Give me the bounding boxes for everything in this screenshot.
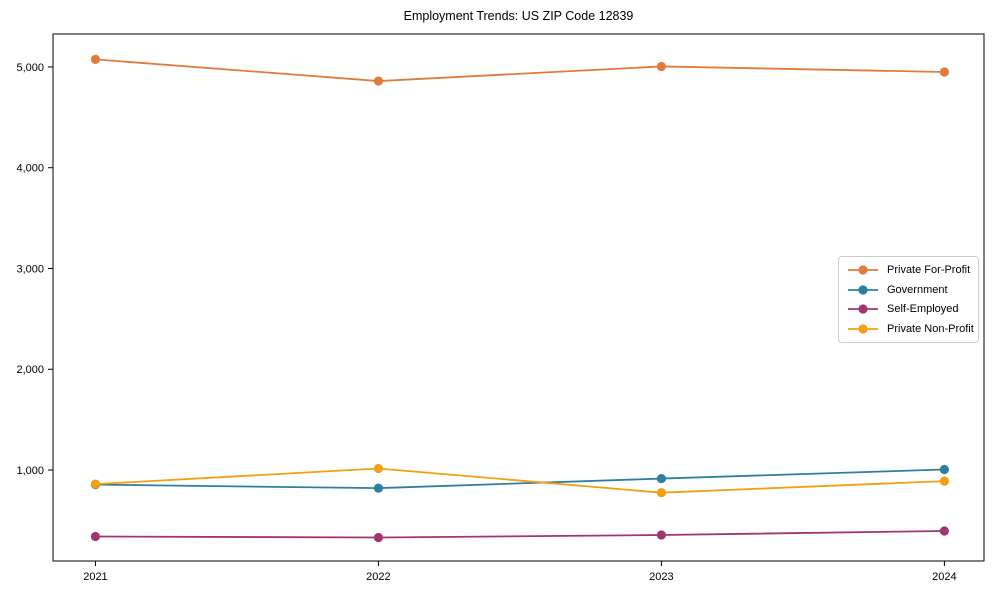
data-point-government-2023: [656, 473, 667, 484]
data-point-self-employed-2023: [656, 530, 667, 540]
data-point-self-employed-2022: [373, 532, 384, 543]
legend-swatch-self-employed: [848, 304, 878, 314]
y-tick-label: 5,000: [16, 62, 44, 74]
legend-swatch-private-non-profit: [848, 324, 878, 334]
data-point-private-non-profit-2024: [939, 476, 949, 486]
legend-label: Private For-Profit: [887, 263, 971, 276]
data-point-self-employed-2021: [90, 531, 101, 542]
chart-title: Employment Trends: US ZIP Code 12839: [403, 9, 634, 23]
x-tick-label: 2023: [649, 571, 673, 583]
data-point-private-for-profit-2022: [373, 76, 384, 86]
data-point-government-2022: [373, 483, 384, 493]
y-tick-label: 1,000: [16, 465, 44, 477]
legend: Private For-Profit Government Self-Employe…: [838, 256, 979, 343]
y-tick-label: 2,000: [16, 364, 44, 376]
data-point-private-non-profit-2021: [90, 479, 101, 489]
data-point-private-for-profit-2024: [939, 67, 949, 77]
data-point-private-for-profit-2021: [90, 54, 101, 64]
legend-item-private-for-profit: Private For-Profit: [846, 261, 971, 279]
legend-marker: [858, 304, 868, 314]
legend-item-self-employed: Self-Employed: [846, 300, 971, 318]
line-self-employed: [95, 530, 945, 539]
data-point-government-2024: [939, 464, 949, 475]
legend-item-government: Government: [846, 281, 971, 299]
legend-label: Private Non-Profit: [887, 323, 974, 336]
x-tick-label: 2021: [83, 571, 107, 583]
y-tick-label: 3,000: [16, 263, 44, 275]
line-private-non-profit: [95, 467, 945, 494]
legend-item-private-non-profit: Private Non-Profit: [846, 320, 974, 338]
plot-border: [52, 33, 985, 562]
x-tick-label: 2024: [932, 571, 956, 583]
data-point-private-non-profit-2022: [373, 463, 384, 474]
y-tick-label: 4,000: [16, 163, 44, 175]
legend-marker: [858, 285, 868, 295]
data-point-self-employed-2024: [939, 526, 949, 536]
legend-swatch-government: [848, 285, 878, 295]
line-private-for-profit: [95, 58, 945, 82]
data-point-private-for-profit-2023: [656, 61, 667, 72]
data-point-private-non-profit-2023: [656, 488, 667, 498]
x-tick-label: 2022: [366, 571, 390, 583]
legend-swatch-private-for-profit: [848, 265, 878, 275]
legend-marker: [858, 324, 868, 334]
line-government: [95, 468, 945, 490]
legend-marker: [858, 265, 868, 275]
legend-label: Self-Employed: [887, 303, 959, 316]
legend-label: Government: [887, 283, 948, 296]
